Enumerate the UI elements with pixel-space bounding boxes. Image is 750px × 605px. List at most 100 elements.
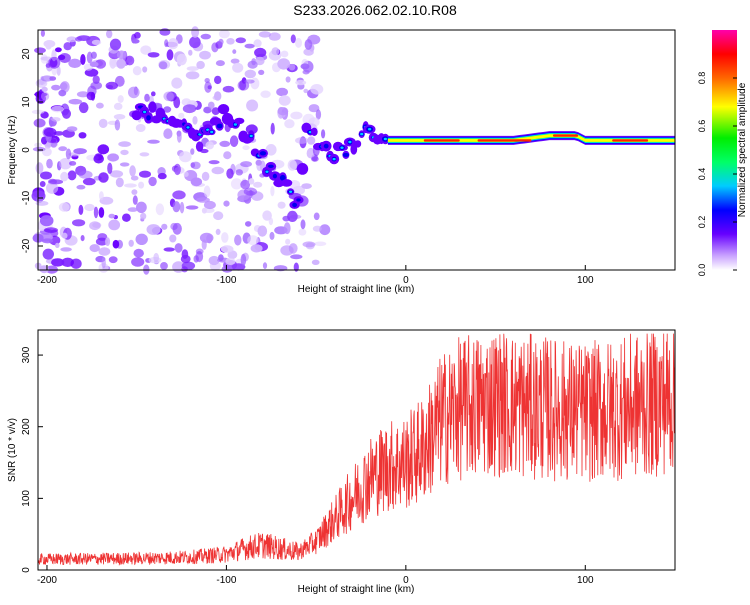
spectrogram-ridge-core [342, 152, 350, 157]
spectrogram-noise-blob [226, 38, 235, 45]
spectrogram-noise-blob [223, 151, 232, 160]
spectrogram-noise-blob [300, 63, 310, 70]
spectrogram-noise-blob [221, 265, 233, 273]
spectrogram-noise-blob [232, 49, 237, 54]
spectrogram-noise-blob [304, 39, 313, 50]
spectrogram-noise-blob [169, 234, 177, 243]
spectrogram-noise-blob [96, 102, 104, 109]
spectrogram-noise-blob [144, 93, 150, 102]
spectrogram-ridge-core [279, 174, 286, 181]
spectrogram-noise-blob [190, 148, 195, 155]
spectrogram-noise-blob [69, 161, 77, 166]
spectrogram-noise-blob [130, 175, 139, 181]
spectrogram-noise-blob [62, 232, 68, 239]
spectrogram-noise-blob [277, 107, 289, 116]
spectrogram-noise-blob [51, 117, 61, 122]
spectrogram-noise-blob [147, 139, 160, 144]
spectrogram-noise-blob [287, 159, 297, 171]
spectrogram-noise-blob [125, 55, 135, 66]
spectrogram-noise-blob [211, 166, 225, 175]
spectrogram-noise-blob [132, 195, 138, 205]
spectrogram-noise-blob [196, 197, 210, 203]
spectrogram-y-ticks: -20 -10 0 10 20 [21, 48, 43, 253]
spectrogram-noise-blob [214, 75, 222, 85]
spectrogram-noise-blob [146, 224, 161, 235]
spectrogram-noise-blob [131, 257, 145, 267]
spectrogram-y-tick-label: 10 [21, 96, 32, 108]
spectrogram-noise-blob [240, 161, 253, 168]
spectrogram-noise-blob [178, 112, 185, 119]
spectrogram-ridge-peak [249, 134, 253, 138]
spectrogram-noise-blob [220, 245, 234, 253]
spectrogram-ridge-peak [332, 157, 336, 161]
spectrogram-noise-blob [113, 102, 123, 110]
spectrogram-noise-blob [98, 172, 109, 183]
spectrogram-noise-blob [132, 66, 142, 76]
spectrogram-noise-blob [109, 170, 124, 178]
spectrogram-noise-blob [39, 215, 54, 227]
spectrogram-noise-blob [134, 32, 141, 39]
spectrogram-ridge-blob [131, 110, 142, 121]
spectrogram-noise-blob [270, 186, 275, 197]
snr-y-tick-label: 300 [21, 346, 32, 363]
spectrogram-noise-blob [245, 124, 258, 135]
spectrogram-ridge-blob [296, 163, 309, 175]
spectrogram-noise-blob [155, 203, 165, 216]
spectrogram-ridge-peak [233, 123, 237, 126]
spectrogram-y-tick-label: 20 [21, 48, 32, 60]
spectrogram-noise-blob [167, 38, 179, 50]
spectrogram-noise-blob [40, 171, 52, 180]
spectrogram-noise-blob [285, 76, 291, 83]
spectrogram-noise-blob [41, 75, 53, 82]
spectrogram-noise-blob [192, 116, 198, 125]
spectrogram-noise-blob [142, 66, 148, 73]
spectrogram-noise-blob [72, 219, 86, 227]
spectrogram-noise-blob [290, 111, 303, 120]
spectrogram-ridge-core [296, 198, 301, 202]
spectrogram-noise-blob [271, 47, 280, 56]
spectrogram-noise-blob [42, 248, 54, 260]
spectrogram-ridge-core [323, 143, 329, 149]
spectrogram-noise-blob [140, 212, 147, 220]
colorbar-tick-label: 0.8 [697, 72, 707, 85]
snr-x-ticks: -200 -100 0 100 [37, 565, 594, 586]
spectrogram-noise-blob [119, 162, 130, 167]
spectrogram-noise-blob [166, 49, 174, 61]
spectrogram-noise-blob [51, 84, 61, 91]
spectrogram-y-label: Frequency (Hz) [7, 116, 18, 185]
snr-plot-area [38, 330, 675, 570]
snr-series-line [37, 333, 676, 566]
spectrogram-noise-blob [247, 60, 258, 69]
spectrogram-noise-blob [288, 243, 298, 254]
spectrogram-noise-blob [215, 228, 221, 235]
spectrogram-noise-blob [106, 29, 113, 39]
spectrogram-noise-blob [223, 200, 230, 207]
spectrogram-noise-blob [55, 242, 60, 248]
spectrogram-noise-blob [147, 52, 160, 58]
spectrogram-noise-blob [230, 178, 243, 190]
spectrogram-noise-blob [101, 257, 106, 269]
spectrogram-noise-blob [113, 114, 126, 120]
spectrogram-noise-blob [93, 154, 104, 164]
colorbar-gradient [712, 30, 737, 270]
spectrogram-noise-blob [32, 146, 46, 152]
spectrogram-noise-blob [268, 32, 281, 41]
spectrogram-noise-blob [128, 239, 134, 247]
spectrogram-noise-blob [127, 207, 138, 212]
colorbar-label: Normalized spectral amplitude [737, 82, 748, 217]
spectrogram-noise-blob [89, 61, 99, 67]
spectrogram-noise-blob [199, 232, 214, 243]
spectrogram-noise-blob [312, 225, 322, 232]
spectrogram-noise-blob [203, 185, 211, 198]
spectrogram-noise-blob [298, 228, 307, 236]
spectrogram-noise-blob [269, 231, 275, 240]
snr-y-tick-label: 0 [21, 567, 32, 573]
spectrogram-noise-blob [250, 77, 260, 90]
spectrogram-noise-blob [246, 99, 259, 112]
spectrogram-noise-blob [248, 178, 255, 185]
spectrogram-noise-blob [129, 165, 136, 177]
snr-y-label: SNR (10 * v/v) [7, 418, 18, 482]
spectrogram-noise-blob [174, 243, 183, 253]
spectrogram-noise-blob [287, 210, 298, 222]
